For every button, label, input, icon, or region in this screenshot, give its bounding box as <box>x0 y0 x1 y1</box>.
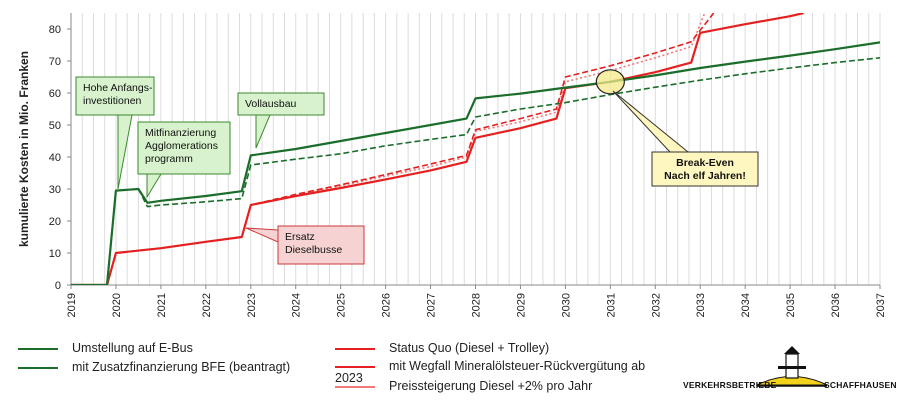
x-tick-label: 2024 <box>291 293 303 317</box>
legend-swatch <box>335 365 375 368</box>
annotation-box <box>277 225 365 265</box>
x-tick-label: 2025 <box>336 293 348 317</box>
logo-text-right: SCHAFFHAUSEN <box>824 380 897 390</box>
legend-label: Umstellung auf E-Bus <box>72 341 193 355</box>
y-tick-label: 0 <box>55 280 61 292</box>
annotation-text: programm <box>145 153 193 165</box>
x-tick-label: 2037 <box>875 293 887 317</box>
x-tick-label: 2027 <box>426 293 438 317</box>
legend-item-1: mit Zusatzfinanzierung BFE (beantragt) <box>18 360 290 374</box>
annotation-pointer <box>146 173 162 199</box>
x-tick-label: 2022 <box>201 293 213 317</box>
x-tick-label: 2032 <box>650 293 662 317</box>
annotation-text: Hohe Anfangs- <box>83 82 153 94</box>
annotation-text: Ersatz <box>285 231 315 243</box>
x-tick-label: 2031 <box>605 293 617 317</box>
x-tick-label: 2033 <box>695 293 707 317</box>
y-tick-label: 40 <box>49 152 61 164</box>
x-tick-label: 2019 <box>66 293 78 317</box>
legend-item-4: Preissteigerung Diesel +2% pro Jahr <box>335 379 592 393</box>
vbsh-logo <box>756 346 828 387</box>
legend-label: Status Quo (Diesel + Trolley) <box>389 341 550 355</box>
x-tick-label: 2026 <box>381 293 393 317</box>
x-tick-label: 2020 <box>111 293 123 317</box>
y-tick-label: 70 <box>49 56 61 68</box>
annotation-box <box>75 76 155 116</box>
x-tick-label: 2028 <box>471 293 483 317</box>
series-line-2 <box>71 13 804 285</box>
legend-item-0: Umstellung auf E-Bus <box>18 341 193 355</box>
logo-bar <box>778 366 806 369</box>
legend-label: mit Wegfall Mineralölsteuer-Rückvergütun… <box>335 359 646 385</box>
series-line-1 <box>71 57 880 285</box>
y-axis-label: kumulierte Kosten in Mio. Franken <box>17 51 31 247</box>
annotation-pointer <box>255 114 271 149</box>
x-tick-label: 2029 <box>515 293 527 317</box>
legend-swatch <box>18 347 58 350</box>
legend-swatch <box>18 366 58 369</box>
annotation-text: Mitfinanzierung <box>145 127 216 139</box>
legend-label: mit Zusatzfinanzierung BFE (beantragt) <box>72 360 291 374</box>
annotation-pointer <box>117 114 133 190</box>
legend-swatch <box>335 385 375 388</box>
legend-item-3: mit Wegfall Mineralölsteuer-Rückvergütun… <box>335 360 665 384</box>
annotation-ausbau: Vollausbau <box>237 92 325 149</box>
legend-item-2: Status Quo (Diesel + Trolley) <box>335 341 549 355</box>
x-tick-label: 2023 <box>246 293 258 317</box>
y-tick-label: 50 <box>49 120 61 132</box>
logo-text-left: VERKEHRSBETRIEBE <box>683 380 777 390</box>
y-tick-label: 60 <box>49 88 61 100</box>
x-tick-label: 2034 <box>740 293 752 317</box>
y-tick-label: 30 <box>49 184 61 196</box>
x-tick-label: 2030 <box>560 293 572 317</box>
annotation-anfang: Hohe Anfangs-investitionen <box>75 76 155 190</box>
y-tick-label: 10 <box>49 248 61 260</box>
annotation-box <box>137 121 231 175</box>
legend-label: Preissteigerung Diesel +2% pro Jahr <box>389 379 593 393</box>
break-even-marker <box>595 69 625 95</box>
y-tick-label: 20 <box>49 216 61 228</box>
annotation-pointer <box>612 90 690 153</box>
legend-swatch <box>335 347 375 350</box>
annotation-text: Dieselbusse <box>285 244 342 256</box>
series-line-0 <box>71 41 880 285</box>
annotation-text: Agglomerations <box>145 140 218 152</box>
y-tick-label: 80 <box>49 24 61 36</box>
logo-roof <box>784 346 800 354</box>
annotations: Hohe Anfangs-investitionenMitfinanzierun… <box>75 69 759 265</box>
annotation-text: Vollausbau <box>245 98 297 110</box>
annotation-box <box>651 151 759 187</box>
annotation-text: Nach elf Jahren! <box>664 170 746 182</box>
x-tick-label: 2021 <box>156 293 168 317</box>
annotation-box <box>237 92 325 116</box>
x-tick-label: 2036 <box>830 293 842 317</box>
annotation-text: investitionen <box>83 95 142 107</box>
annotation-text: Break-Even <box>676 157 734 169</box>
x-tick-label: 2035 <box>785 293 797 317</box>
